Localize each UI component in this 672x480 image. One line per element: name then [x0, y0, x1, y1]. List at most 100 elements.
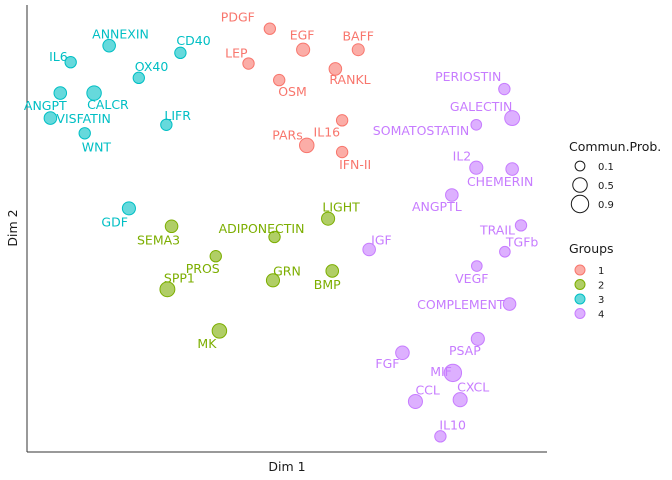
- point-label-mk: MK: [197, 336, 217, 351]
- group-legend: Groups 1 2 3 4: [569, 241, 614, 321]
- point-label-ifn-ii: IFN-II: [339, 157, 371, 172]
- size-legend-title: Commun.Prob.: [569, 139, 661, 154]
- point-egf: [296, 42, 311, 57]
- point-cd40: [174, 46, 187, 60]
- point-label-cd40: CD40: [176, 33, 210, 48]
- point-osm: [273, 73, 286, 87]
- point-label-somatostatin: SOMATOSTATIN: [373, 123, 469, 138]
- point-periostin: [498, 82, 511, 96]
- size-legend-symbol: [572, 177, 588, 193]
- point-wnt: [78, 127, 91, 140]
- point-il10: [434, 430, 447, 443]
- point-gdf: [121, 201, 136, 216]
- size-legend-label: 0.9: [598, 200, 614, 211]
- point-bmp: [325, 264, 340, 278]
- point-label-pdgf: PDGF: [221, 10, 255, 25]
- plot-panel: PDGF EGF BAFF LEP RANKL OSM IL16 PARs IFN-II ANNE…: [24, 5, 547, 453]
- point-tgfb: [499, 245, 511, 258]
- point-label-il2: IL2: [453, 149, 472, 164]
- group-legend-symbol: [574, 279, 586, 290]
- point-label-cxcl: CXCL: [457, 380, 489, 395]
- point-lep: [242, 57, 255, 70]
- point-label-sema3: SEMA3: [137, 232, 180, 247]
- group-legend-label: 3: [598, 295, 604, 306]
- point-rankl: [328, 62, 343, 76]
- point-annexin: [102, 38, 116, 53]
- point-label-ox40: OX40: [135, 59, 169, 74]
- point-label-ccl: CCL: [415, 382, 439, 397]
- point-vegf: [470, 260, 483, 272]
- point-label-lep: LEP: [225, 46, 248, 61]
- point-label-grn: GRN: [273, 263, 301, 278]
- point-complement: [502, 297, 517, 311]
- point-label-mif: MIF: [430, 364, 452, 379]
- point-label-pars: PARs: [272, 127, 303, 142]
- point-il2: [469, 160, 484, 175]
- point-label-periostin: PERIOSTIN: [435, 69, 501, 84]
- point-label-galectin: GALECTIN: [450, 99, 513, 114]
- point-trail: [514, 219, 528, 232]
- point-label-annexin: ANNEXIN: [92, 27, 149, 42]
- point-mk: [211, 323, 228, 339]
- point-pros: [209, 250, 222, 263]
- point-cxcl: [452, 392, 468, 408]
- size-legend-label: 0.5: [598, 181, 614, 192]
- point-label-vegf: VEGF: [455, 271, 488, 286]
- point-visfatin: [43, 111, 58, 125]
- size-legend-label: 0.1: [598, 162, 614, 173]
- point-somatostatin: [470, 118, 483, 131]
- point-il16: [335, 114, 349, 127]
- point-label-fgf: FGF: [375, 356, 399, 371]
- size-legend-symbol: [574, 160, 586, 172]
- point-mif: [443, 363, 463, 383]
- group-legend-symbol: [574, 264, 586, 276]
- points-layer: [43, 22, 528, 443]
- point-ccl: [407, 393, 423, 410]
- point-chemerin: [505, 162, 519, 176]
- point-label-calcr: CALCR: [87, 97, 129, 112]
- point-label-wnt: WNT: [82, 139, 112, 154]
- point-label-il16: IL16: [314, 124, 341, 139]
- labels-layer: PDGF EGF BAFF LEP RANKL OSM IL16 PARs IFN-II ANNE…: [24, 10, 538, 433]
- point-igf: [362, 242, 376, 257]
- point-label-egf: EGF: [290, 28, 315, 43]
- point-grn: [265, 273, 281, 288]
- size-legend-symbol: [570, 194, 590, 214]
- point-light: [321, 211, 336, 226]
- point-label-chemerin: CHEMERIN: [467, 174, 533, 189]
- point-label-il10: IL10: [439, 417, 466, 432]
- group-legend-title: Groups: [569, 241, 614, 256]
- size-legend: Commun.Prob. 0.1 0.5 0.9: [569, 139, 661, 214]
- point-label-igf: IGF: [371, 233, 392, 248]
- point-label-spp1: SPP1: [164, 270, 195, 285]
- point-angpt: [53, 86, 68, 100]
- point-label-psap: PSAP: [449, 343, 481, 358]
- group-legend-label: 4: [598, 310, 604, 321]
- x-axis-title: Dim 1: [268, 459, 305, 474]
- point-galectin: [504, 110, 521, 127]
- point-label-osm: OSM: [278, 84, 307, 99]
- point-label-angptl: ANGPTL: [412, 199, 462, 214]
- point-adiponectin: [268, 230, 281, 244]
- point-pars: [299, 137, 315, 154]
- size-legend-items: 0.1 0.5 0.9: [570, 160, 614, 214]
- point-label-rankl: RANKL: [329, 72, 370, 87]
- point-label-lifr: LIFR: [164, 108, 191, 123]
- point-label-bmp: BMP: [314, 277, 341, 292]
- point-ifn-ii: [335, 145, 349, 159]
- point-sema3: [164, 219, 179, 234]
- point-angptl: [445, 188, 459, 202]
- point-spp1: [159, 281, 176, 298]
- point-label-trail: TRAIL: [479, 222, 515, 237]
- point-label-baff: BAFF: [342, 29, 374, 44]
- point-lifr: [160, 118, 173, 131]
- point-label-visfatin: VISFATIN: [56, 111, 110, 126]
- point-label-gdf: GDF: [101, 214, 128, 229]
- point-label-adiponectin: ADIPONECTIN: [219, 221, 305, 236]
- point-label-complement: COMPLEMENT: [417, 297, 505, 312]
- group-legend-symbol: [574, 293, 586, 305]
- point-pdgf: [263, 22, 277, 35]
- point-label-il6: IL6: [49, 49, 68, 64]
- point-baff: [351, 43, 365, 57]
